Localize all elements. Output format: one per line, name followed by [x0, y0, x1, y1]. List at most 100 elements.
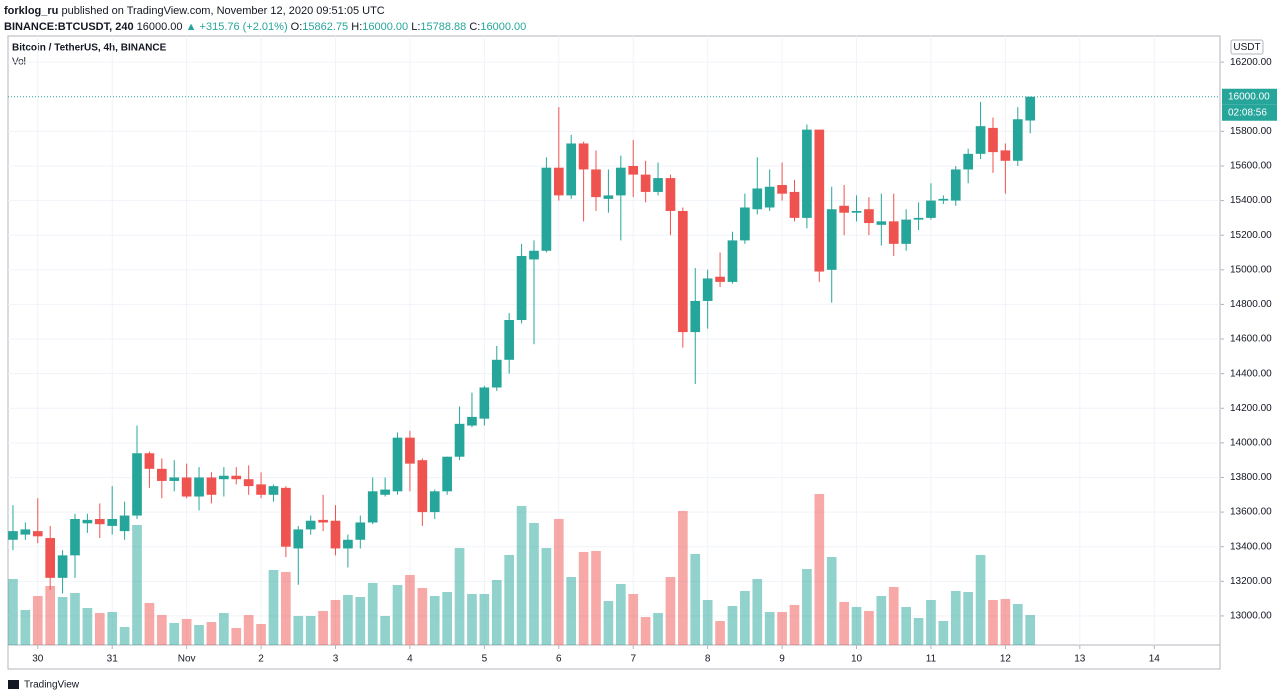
- x-tick-label: 8: [705, 654, 711, 665]
- volume-bar: [628, 593, 639, 645]
- y-tick-label: 13000.00: [1230, 611, 1272, 622]
- candle-body: [318, 519, 328, 523]
- candle-body: [727, 240, 738, 282]
- volume-bar: [8, 578, 18, 645]
- candle-body: [888, 221, 899, 244]
- volume-bar: [219, 612, 229, 645]
- publish-line: forklog_ru published on TradingView.com,…: [4, 3, 526, 19]
- header: forklog_ru published on TradingView.com,…: [4, 3, 526, 35]
- volume-bar: [578, 551, 589, 645]
- candle-body: [281, 487, 291, 547]
- x-tick-label: 13: [1074, 654, 1086, 665]
- volume-bar: [405, 574, 415, 645]
- candle-body: [32, 531, 43, 537]
- volume-bar: [1025, 614, 1036, 645]
- candle-body: [553, 167, 564, 196]
- candle-body: [690, 300, 701, 333]
- x-tick-label: 5: [482, 654, 488, 665]
- volume-bar: [975, 554, 986, 645]
- y-tick-label: 15200.00: [1230, 230, 1272, 241]
- volume-bar: [777, 611, 787, 645]
- volume-bar: [814, 493, 825, 645]
- volume-bar: [156, 614, 167, 645]
- candle-body: [156, 468, 167, 481]
- x-tick-label: 14: [1149, 654, 1161, 665]
- volume-bar: [603, 600, 614, 645]
- candle-body: [926, 200, 936, 218]
- candle-body: [740, 207, 750, 241]
- volume-bar: [491, 579, 502, 645]
- volume-bar: [640, 616, 651, 645]
- volume-bar: [566, 576, 577, 645]
- candle-body: [392, 437, 403, 492]
- ohlc-key: L:: [411, 21, 421, 33]
- candle-body: [826, 209, 837, 270]
- candle-body: [20, 529, 31, 535]
- volume-bar: [367, 582, 378, 645]
- last: 16000.00: [136, 21, 183, 33]
- candle-body: [591, 169, 601, 198]
- volume-bar: [653, 612, 663, 645]
- candle-body: [802, 129, 812, 218]
- volume-bar: [988, 599, 998, 645]
- y-tick-label: 15800.00: [1230, 126, 1272, 137]
- y-tick-label: 14400.00: [1230, 368, 1272, 379]
- volume-bar: [1000, 598, 1011, 645]
- candle-body: [268, 486, 279, 495]
- published: published on TradingView.com, November 1…: [61, 5, 385, 17]
- volume-bar: [553, 518, 564, 645]
- volume-bar: [293, 615, 304, 645]
- volume-bar: [144, 602, 155, 645]
- candle-body: [330, 520, 341, 549]
- volume-bar: [442, 591, 452, 645]
- candle-body: [615, 167, 626, 196]
- volume-bar: [467, 593, 477, 645]
- candle-body: [405, 437, 415, 464]
- chart-title: Bitcoin / TetherUS, 4h, BINANCE: [12, 43, 167, 54]
- volume-bar: [938, 620, 949, 645]
- candle-body: [752, 188, 763, 210]
- unit-box: [1230, 39, 1264, 55]
- countdown-box: [1222, 104, 1277, 121]
- candle-body: [355, 522, 366, 540]
- y-tick-label: 16200.00: [1230, 57, 1272, 68]
- y-tick-label: 13200.00: [1230, 576, 1272, 587]
- candle-body: [1000, 150, 1011, 161]
- x-tick-label: 2: [258, 654, 264, 665]
- candle-body: [640, 174, 651, 192]
- ohlc-value: 16000.00: [480, 21, 527, 33]
- volume-bar: [740, 590, 750, 645]
- volume-bar: [256, 623, 266, 645]
- volume-bar: [752, 578, 763, 645]
- x-tick-label: 9: [779, 654, 785, 665]
- volume-bar: [665, 576, 676, 645]
- volume-bar: [851, 606, 862, 645]
- candle-body: [665, 178, 676, 211]
- candle-body: [814, 129, 825, 272]
- volume-bar: [392, 584, 403, 645]
- last-price: 16000.00: [1228, 91, 1270, 102]
- candle-body: [442, 456, 452, 492]
- volume-bar: [57, 596, 68, 645]
- ohlc-key: C:: [469, 21, 481, 33]
- volume-bar: [70, 592, 80, 645]
- volume-bar: [268, 569, 279, 645]
- volume-bar: [194, 624, 204, 645]
- candle-body: [343, 539, 353, 549]
- volume-bar: [876, 595, 887, 645]
- candle-body: [144, 453, 155, 469]
- symbol: BINANCE:BTCUSDT, 240: [4, 21, 134, 33]
- volume-bar: [826, 556, 837, 645]
- candle-body: [913, 217, 924, 220]
- ohlc-value: 15862.75: [302, 21, 349, 33]
- volume-bar: [20, 609, 31, 645]
- candle-body: [169, 477, 180, 481]
- candle-body: [57, 555, 68, 578]
- candle-body: [678, 210, 688, 333]
- volume-bar: [32, 595, 43, 645]
- candle-body: [305, 520, 316, 530]
- candle-body: [194, 477, 204, 497]
- volume-bar: [901, 606, 911, 645]
- volume-bar: [305, 615, 316, 645]
